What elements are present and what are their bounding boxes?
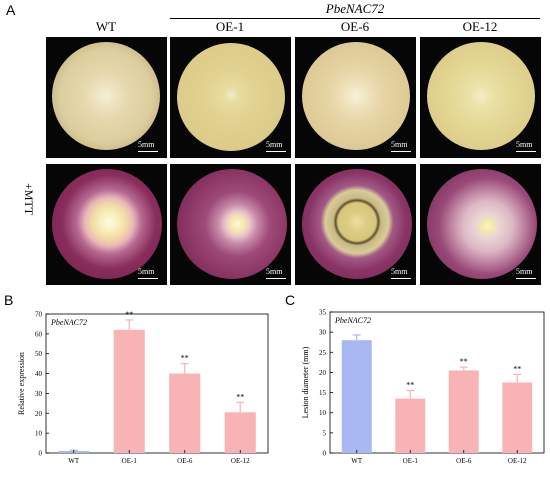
plate-wt: 5mm <box>46 37 167 158</box>
bar <box>502 382 533 453</box>
panel-letter-c: C <box>285 292 296 308</box>
plate-oe1: 5mm <box>170 37 291 158</box>
x-tick-label: OE-12 <box>231 457 250 465</box>
plot-frame <box>329 311 545 454</box>
scale-label: 5mm <box>516 140 533 149</box>
gene-header: PbeNAC72 <box>325 1 385 16</box>
panel-letter-b: B <box>4 292 14 308</box>
chart-b: 0 10 20 30 40 50 60 70 Relative expression PbeNAC… <box>17 310 269 465</box>
y-tick-label: 10 <box>35 430 43 438</box>
y-tick-label: 15 <box>319 389 327 397</box>
bar <box>448 370 479 453</box>
y-tick-label: 20 <box>35 410 43 418</box>
significance-label: ** <box>181 354 189 363</box>
y-tick-label: 70 <box>35 311 43 319</box>
chart-c: 0 5 10 15 20 25 30 35 Lesion diameter (mm) PbeNAC… <box>301 309 545 465</box>
plot-frame <box>45 313 269 454</box>
x-tick-label: OE-6 <box>177 457 193 465</box>
y-tick-label: 30 <box>35 390 43 398</box>
chart-annotation: PbeNAC72 <box>50 318 87 327</box>
plate-oe12: 5mm <box>420 37 541 158</box>
scale-label: 5mm <box>391 140 408 149</box>
bar <box>169 373 201 453</box>
y-axis-label: Relative expression <box>17 352 26 415</box>
bar <box>395 398 426 453</box>
scale-label: 5mm <box>516 267 533 276</box>
plate-oe6-mtt: 5mm <box>295 164 416 285</box>
plate-oe12-mtt: 5mm <box>420 164 541 285</box>
bar <box>224 412 256 453</box>
plate-wt-mtt: 5mm <box>46 164 167 285</box>
y-tick-label: 30 <box>319 329 327 337</box>
y-tick-label: 25 <box>319 349 327 357</box>
y-tick-label: 20 <box>319 369 327 377</box>
scale-label: 5mm <box>138 140 155 149</box>
significance-label: ** <box>406 381 414 390</box>
y-tick-label: 5 <box>323 429 327 437</box>
y-tick-label: 0 <box>39 450 43 458</box>
significance-label: ** <box>125 310 133 319</box>
plate-oe1-mtt: 5mm <box>170 164 291 285</box>
chart-annotation: PbeNAC72 <box>334 316 371 325</box>
column-label-oe1: OE-1 <box>215 19 245 34</box>
mtt-row-label: +MTT <box>22 183 36 216</box>
x-tick-label: OE-12 <box>508 457 527 465</box>
significance-label: ** <box>460 357 468 366</box>
y-tick-label: 0 <box>323 450 327 458</box>
panel-letter-a: A <box>6 2 16 18</box>
significance-label: ** <box>236 392 244 401</box>
column-label-oe12: OE-12 <box>462 19 498 34</box>
y-axis-label: Lesion diameter (mm) <box>301 346 310 418</box>
y-tick-label: 50 <box>35 350 43 358</box>
x-tick-label: WT <box>351 457 363 465</box>
y-tick-label: 10 <box>319 409 327 417</box>
header-rule <box>170 18 540 19</box>
x-tick-label: WT <box>68 457 80 465</box>
x-tick-label: OE-1 <box>122 457 138 465</box>
x-tick-label: OE-1 <box>403 457 419 465</box>
x-tick-label: OE-6 <box>456 457 472 465</box>
y-tick-label: 40 <box>35 370 43 378</box>
bar <box>113 329 145 453</box>
plate-oe6: 5mm <box>295 37 416 158</box>
bar <box>341 340 372 453</box>
significance-label: ** <box>513 364 521 373</box>
column-label-oe6: OE-6 <box>340 19 370 34</box>
y-tick-label: 60 <box>35 330 43 338</box>
scale-label: 5mm <box>266 267 283 276</box>
scale-label: 5mm <box>138 267 155 276</box>
y-tick-label: 35 <box>319 309 327 317</box>
column-label-wt: WT <box>95 19 117 34</box>
scale-label: 5mm <box>266 140 283 149</box>
scale-label: 5mm <box>391 267 408 276</box>
